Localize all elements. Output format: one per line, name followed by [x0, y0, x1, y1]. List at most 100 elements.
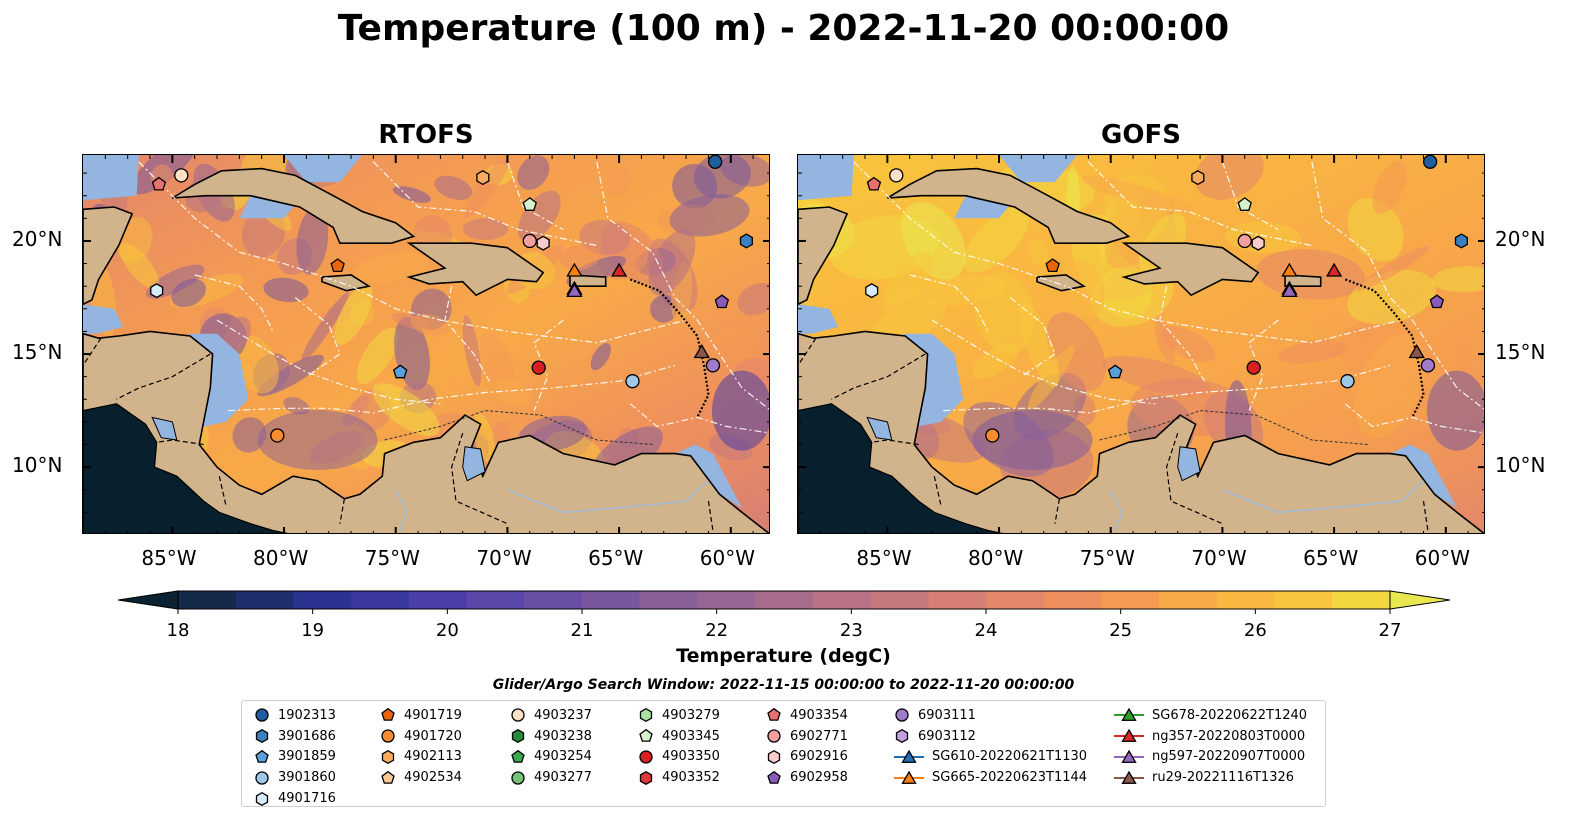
colorbar-segment	[1332, 591, 1391, 609]
map-marker-6902771	[522, 233, 537, 249]
legend-marker-icon	[1121, 708, 1137, 722]
lake	[866, 416, 893, 441]
map-marker-ng597-20220907T0000	[566, 282, 583, 298]
map-marker-ru29-20221116T1326	[1408, 344, 1425, 359]
legend-marker-icon	[767, 729, 781, 743]
map-marker-SG665-20220623T1144	[1281, 262, 1298, 277]
legend-entry-4903345: 4903345	[638, 726, 720, 747]
eez-boundary	[629, 403, 769, 434]
shelf-area	[954, 195, 1011, 219]
panel-title-rtofs: RTOFS	[378, 120, 474, 150]
legend-entry-SG678-20220622T1240: SG678-20220622T1240	[1114, 705, 1307, 726]
legend-marker-icon	[895, 708, 909, 723]
colorbar-segment	[639, 591, 699, 609]
colorbar-segment	[928, 591, 987, 609]
map-marker-6903111	[705, 358, 721, 373]
lon-tick-label: 60°W	[1414, 546, 1471, 570]
legend-marker-icon	[767, 708, 781, 722]
map-marker-1902313	[708, 155, 723, 169]
pacific-ocean	[798, 403, 1004, 533]
legend-entry-6902916: 6902916	[766, 747, 848, 768]
legend-label: 3901860	[278, 770, 336, 786]
lon-tick-label: 65°W	[588, 546, 644, 570]
legend-marker-icon	[381, 749, 395, 765]
colorbar-segment	[1043, 591, 1103, 609]
lat-tick-label-left: 15°N	[12, 340, 63, 365]
colorbar-tick-label: 21	[570, 620, 594, 641]
legend-label: 6902958	[790, 770, 848, 786]
map-marker-4901716	[865, 283, 879, 299]
legend-label: 4903237	[534, 707, 592, 723]
legend-marker-icon	[511, 771, 525, 785]
river	[507, 480, 710, 514]
legend-marker-icon	[767, 749, 781, 765]
legend-entry-4901716: 4901716	[254, 788, 336, 809]
country-border	[116, 353, 211, 400]
lon-tick-label: 65°W	[1303, 546, 1359, 570]
map-gofs[interactable]	[797, 154, 1485, 534]
map-marker-3901859	[392, 364, 408, 379]
legend-entry-SG665-20220623T1144: SG665-20220623T1144	[894, 767, 1087, 788]
map-marker-6902916	[536, 235, 550, 251]
legend-marker-icon	[901, 770, 917, 784]
legend-label: 4903277	[534, 770, 592, 786]
legend-entry-ru29-20221116T1326: ru29-20221116T1326	[1114, 767, 1307, 788]
lon-tick-label: 60°W	[699, 546, 756, 570]
legend-entry-4903354: 4903354	[766, 705, 848, 726]
legend-label: 6903111	[918, 707, 976, 723]
lat-tick-label-left: 20°N	[12, 226, 63, 251]
legend-entry-ng357-20220803T0000: ng357-20220803T0000	[1114, 726, 1307, 747]
lon-tick-label: 70°W	[1191, 546, 1247, 570]
axis-ticks	[798, 155, 1484, 533]
country-border	[1422, 501, 1429, 531]
colorbar-segment	[408, 591, 468, 609]
map-marker-4903350	[531, 360, 546, 375]
legend-entry-ng597-20220907T0000: ng597-20220907T0000	[1114, 747, 1307, 768]
shelf-area	[674, 444, 742, 508]
colorbar-tick-label: 24	[974, 620, 998, 641]
legend-marker-icon	[255, 729, 269, 744]
country-border	[707, 501, 714, 531]
eez-boundary	[533, 319, 564, 411]
eez-boundary	[909, 274, 989, 332]
legend-marker-icon	[511, 729, 525, 744]
map-marker-6902958	[1429, 294, 1445, 309]
legend-label: ng357-20220803T0000	[1152, 728, 1306, 744]
shelf-area	[83, 304, 124, 334]
legend-label: 6902771	[790, 728, 848, 744]
panel-title-gofs: GOFS	[1101, 120, 1181, 150]
legend-entry-4903254: 4903254	[510, 747, 592, 768]
landmasses	[798, 167, 1484, 533]
legend-label: SG678-20220622T1240	[1152, 707, 1308, 723]
map-marker-4902113	[476, 170, 490, 186]
legend-marker-icon	[639, 770, 653, 785]
legend-label: SG610-20220621T1130	[932, 749, 1088, 765]
colorbar-tick-label: 20	[435, 620, 459, 641]
lake	[151, 416, 178, 441]
river	[1222, 480, 1425, 514]
lon-tick-label: 80°W	[968, 546, 1024, 570]
colorbar-segment	[697, 591, 756, 609]
lon-tick-label: 80°W	[253, 546, 309, 570]
colorbar	[118, 590, 1450, 614]
legend-entry-4902534: 4902534	[380, 767, 462, 788]
legend: 1902313 3901686 3901859 3901860 4901716 49017…	[241, 700, 1326, 807]
country-border	[933, 476, 942, 506]
colorbar-tick-label: 18	[166, 620, 190, 641]
map-marker-3901686	[739, 233, 753, 249]
legend-marker-icon	[895, 729, 909, 744]
legend-marker-icon	[1121, 749, 1137, 763]
shelf-area	[188, 333, 249, 427]
map-rtofs[interactable]	[82, 154, 770, 534]
country-border	[798, 337, 817, 366]
map-marker-4903237	[889, 168, 904, 183]
country-border	[1054, 498, 1060, 524]
map-marker-3901860	[1340, 374, 1355, 389]
figure-title: Temperature (100 m) - 2022-11-20 00:00:0…	[337, 8, 1230, 49]
legend-label: ru29-20221116T1326	[1152, 770, 1295, 786]
colorbar-tick-label: 27	[1378, 620, 1402, 641]
legend-entry-SG610-20220621T1130: SG610-20220621T1130	[894, 747, 1087, 768]
legend-label: 4903354	[790, 707, 848, 723]
map-marker-SG665-20220623T1144	[566, 262, 583, 277]
river	[395, 489, 408, 531]
